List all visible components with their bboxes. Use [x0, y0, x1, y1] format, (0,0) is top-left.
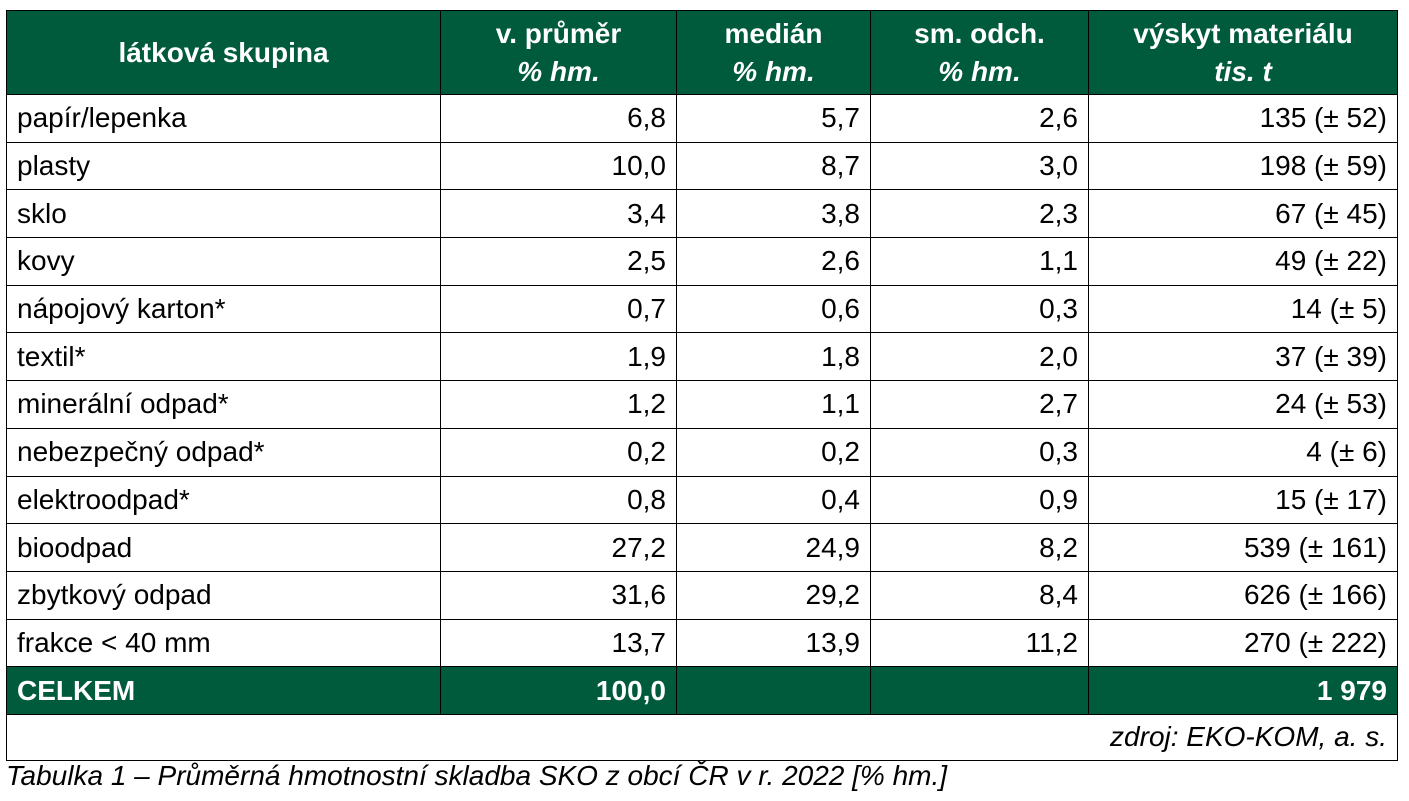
table-row: frakce < 40 mm 13,7 13,9 11,2 270 (± 222): [6, 618, 1398, 668]
table-row: papír/lepenka 6,8 5,7 2,6 135 (± 52): [6, 94, 1398, 143]
cell-mean: 27,2: [440, 523, 677, 572]
total-std-dev: [870, 666, 1089, 715]
total-median: [676, 666, 871, 715]
cell-median: 29,2: [676, 570, 871, 620]
header-cell-mean: v. průměr % hm.: [440, 10, 677, 95]
cell-std-dev: 2,0: [870, 332, 1089, 382]
cell-mean: 2,5: [440, 237, 677, 286]
cell-median: 0,6: [676, 284, 871, 334]
cell-material-group: frakce < 40 mm: [6, 618, 441, 668]
total-mean: 100,0: [440, 666, 677, 715]
cell-std-dev: 2,3: [870, 189, 1089, 239]
cell-material-group: elektroodpad*: [6, 475, 441, 525]
cell-std-dev: 1,1: [870, 237, 1089, 286]
table-row: zbytkový odpad 31,6 29,2 8,4 626 (± 166): [6, 570, 1398, 620]
cell-occurrence: 37 (± 39): [1088, 332, 1398, 382]
cell-occurrence: 24 (± 53): [1088, 380, 1398, 429]
composition-table: látková skupina v. průměr % hm. medián %…: [6, 10, 1398, 761]
cell-material-group: kovy: [6, 237, 441, 286]
header-unit: % hm.: [938, 55, 1021, 87]
table-row: sklo 3,4 3,8 2,3 67 (± 45): [6, 189, 1398, 239]
cell-occurrence: 539 (± 161): [1088, 523, 1398, 572]
table-row: elektroodpad* 0,8 0,4 0,9 15 (± 17): [6, 475, 1398, 525]
table-row: plasty 10,0 8,7 3,0 198 (± 59): [6, 141, 1398, 191]
cell-median: 0,2: [676, 427, 871, 477]
cell-material-group: bioodpad: [6, 523, 441, 572]
cell-median: 0,4: [676, 475, 871, 525]
cell-mean: 0,2: [440, 427, 677, 477]
total-row: CELKEM 100,0 1 979: [6, 666, 1398, 715]
cell-std-dev: 0,3: [870, 284, 1089, 334]
table-caption: Tabulka 1 – Průměrná hmotnostní skladba …: [6, 760, 948, 791]
cell-std-dev: 2,6: [870, 94, 1089, 143]
cell-mean: 13,7: [440, 618, 677, 668]
cell-occurrence: 49 (± 22): [1088, 237, 1398, 286]
cell-material-group: papír/lepenka: [6, 94, 441, 143]
cell-occurrence: 135 (± 52): [1088, 94, 1398, 143]
total-label: CELKEM: [6, 666, 441, 715]
cell-mean: 1,9: [440, 332, 677, 382]
cell-std-dev: 11,2: [870, 618, 1089, 668]
header-cell-median: medián % hm.: [676, 10, 871, 95]
table-row: textil* 1,9 1,8 2,0 37 (± 39): [6, 332, 1398, 382]
cell-median: 2,6: [676, 237, 871, 286]
cell-occurrence: 67 (± 45): [1088, 189, 1398, 239]
header-unit: % hm.: [517, 55, 600, 87]
cell-material-group: nápojový karton*: [6, 284, 441, 334]
cell-mean: 31,6: [440, 570, 677, 620]
cell-occurrence: 4 (± 6): [1088, 427, 1398, 477]
cell-std-dev: 3,0: [870, 141, 1089, 191]
cell-occurrence: 270 (± 222): [1088, 618, 1398, 668]
header-title: v. průměr: [495, 17, 622, 49]
header-unit: % hm.: [732, 55, 815, 87]
table-row: minerální odpad* 1,2 1,1 2,7 24 (± 53): [6, 380, 1398, 429]
cell-median: 24,9: [676, 523, 871, 572]
cell-material-group: minerální odpad*: [6, 380, 441, 429]
cell-std-dev: 8,2: [870, 523, 1089, 572]
cell-occurrence: 15 (± 17): [1088, 475, 1398, 525]
cell-std-dev: 2,7: [870, 380, 1089, 429]
header-cell-std-dev: sm. odch. % hm.: [870, 10, 1089, 95]
table-body: papír/lepenka 6,8 5,7 2,6 135 (± 52) plasty 10…: [6, 94, 1398, 761]
cell-std-dev: 0,9: [870, 475, 1089, 525]
source-note: zdroj: EKO-KOM, a. s.: [6, 713, 1398, 761]
total-occurrence: 1 979: [1088, 666, 1398, 715]
cell-mean: 0,7: [440, 284, 677, 334]
cell-median: 8,7: [676, 141, 871, 191]
cell-median: 3,8: [676, 189, 871, 239]
table-row: kovy 2,5 2,6 1,1 49 (± 22): [6, 237, 1398, 286]
cell-material-group: sklo: [6, 189, 441, 239]
table-header: látková skupina v. průměr % hm. medián %…: [6, 10, 1398, 95]
cell-median: 1,1: [676, 380, 871, 429]
cell-occurrence: 626 (± 166): [1088, 570, 1398, 620]
cell-material-group: zbytkový odpad: [6, 570, 441, 620]
cell-median: 1,8: [676, 332, 871, 382]
source-row: zdroj: EKO-KOM, a. s.: [6, 713, 1398, 761]
cell-std-dev: 0,3: [870, 427, 1089, 477]
cell-mean: 0,8: [440, 475, 677, 525]
header-title: výskyt materiálu: [1133, 17, 1353, 49]
header-title: látková skupina: [118, 36, 329, 68]
cell-mean: 10,0: [440, 141, 677, 191]
cell-mean: 1,2: [440, 380, 677, 429]
cell-occurrence: 198 (± 59): [1088, 141, 1398, 191]
cell-mean: 3,4: [440, 189, 677, 239]
header-row: látková skupina v. průměr % hm. medián %…: [6, 10, 1398, 95]
header-title: medián: [724, 17, 823, 49]
cell-material-group: nebezpečný odpad*: [6, 427, 441, 477]
cell-median: 13,9: [676, 618, 871, 668]
table-row: nápojový karton* 0,7 0,6 0,3 14 (± 5): [6, 284, 1398, 334]
header-cell-material-group: látková skupina: [6, 10, 441, 95]
cell-std-dev: 8,4: [870, 570, 1089, 620]
header-cell-occurrence: výskyt materiálu tis. t: [1088, 10, 1398, 95]
header-title: sm. odch.: [914, 17, 1045, 49]
table-row: nebezpečný odpad* 0,2 0,2 0,3 4 (± 6): [6, 427, 1398, 477]
cell-mean: 6,8: [440, 94, 677, 143]
header-unit: tis. t: [1214, 55, 1272, 87]
cell-median: 5,7: [676, 94, 871, 143]
cell-material-group: plasty: [6, 141, 441, 191]
cell-material-group: textil*: [6, 332, 441, 382]
table-row: bioodpad 27,2 24,9 8,2 539 (± 161): [6, 523, 1398, 572]
cell-occurrence: 14 (± 5): [1088, 284, 1398, 334]
